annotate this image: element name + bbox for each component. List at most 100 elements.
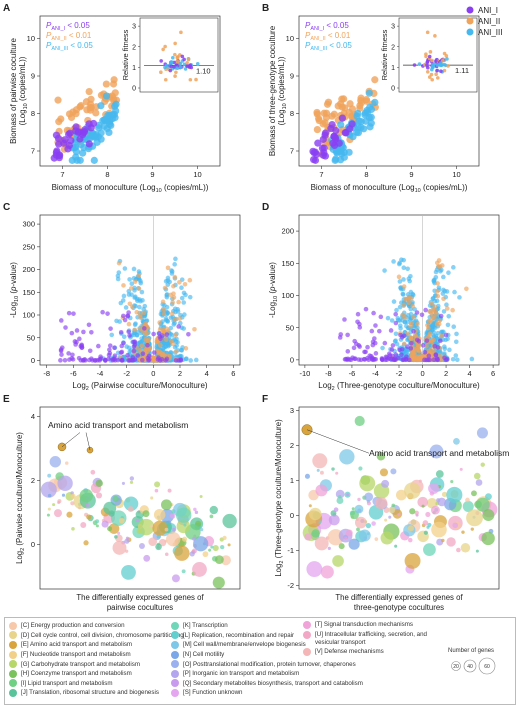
data-point xyxy=(361,111,369,119)
data-point xyxy=(183,292,188,298)
data-point xyxy=(432,277,437,283)
p-value-annotation: PANI_II < 0.01 xyxy=(46,31,92,42)
gene-bubble xyxy=(40,481,57,498)
inset-point xyxy=(188,77,193,82)
data-point xyxy=(445,336,450,342)
data-point xyxy=(403,357,409,362)
gene-bubble xyxy=(175,507,192,523)
data-point xyxy=(397,347,402,353)
panel-label-b: B xyxy=(262,3,269,14)
gene-bubble xyxy=(390,468,397,475)
gene-bubble xyxy=(475,497,490,512)
data-point xyxy=(72,339,78,344)
gene-bubble xyxy=(376,451,386,461)
inset-tick-label: 1 xyxy=(391,65,395,72)
data-point xyxy=(437,318,442,324)
data-point xyxy=(85,87,93,96)
data-point xyxy=(138,280,144,286)
gene-bubble xyxy=(52,503,56,507)
data-point xyxy=(126,345,132,351)
data-point xyxy=(401,341,407,347)
gene-bubble xyxy=(129,480,134,484)
gene-bubble xyxy=(466,509,483,527)
data-point xyxy=(129,281,135,287)
data-point xyxy=(357,344,362,349)
data-point xyxy=(134,309,140,315)
gene-bubble xyxy=(148,537,158,547)
inset-point xyxy=(430,64,435,69)
gene-bubble xyxy=(57,475,73,491)
inset-point xyxy=(178,65,183,70)
gene-bubble xyxy=(199,494,203,498)
cog-legend-item: [H] Coenzyme transport and metabolism xyxy=(9,669,184,679)
data-point xyxy=(80,143,88,152)
x-tick-label: 4 xyxy=(468,369,472,378)
data-point xyxy=(422,349,428,355)
y-tick-label: 8 xyxy=(290,109,294,118)
gene-bubble xyxy=(193,507,197,512)
gene-bubble xyxy=(404,482,421,499)
data-point xyxy=(77,336,82,342)
cog-legend-label: [D] Cell cycle control, cell division, c… xyxy=(21,631,184,639)
gene-bubble xyxy=(339,449,355,465)
y-tick-label: 0 xyxy=(31,540,35,549)
gene-bubble xyxy=(473,472,481,480)
data-point xyxy=(188,358,194,363)
data-point xyxy=(424,338,430,343)
gene-bubble xyxy=(117,531,121,535)
data-point xyxy=(345,148,353,156)
gene-bubble xyxy=(381,479,390,488)
gene-bubble xyxy=(112,495,119,503)
data-point xyxy=(52,148,60,157)
inset-point xyxy=(185,60,189,65)
data-point xyxy=(391,259,396,264)
cog-legend-swatch xyxy=(9,650,17,659)
data-point xyxy=(125,314,131,319)
data-point xyxy=(371,310,376,316)
inset-point xyxy=(195,61,200,66)
gene-bubble xyxy=(423,543,436,557)
annotation-leader xyxy=(61,432,81,448)
inset-point xyxy=(168,68,173,73)
inset-point xyxy=(161,47,165,52)
data-point xyxy=(447,347,452,353)
data-point xyxy=(401,302,407,307)
cog-legend-item: [C] Energy production and conversion xyxy=(9,621,184,631)
gene-bubble xyxy=(66,511,73,518)
gene-bubble xyxy=(70,501,75,506)
cog-legend-swatch xyxy=(171,688,179,697)
cog-legend-label: [Q] Secondary metabolites biosynthesis, … xyxy=(183,679,363,687)
data-point xyxy=(158,336,163,342)
data-point xyxy=(431,357,437,362)
cog-legend-swatch xyxy=(9,640,17,649)
data-point xyxy=(363,97,371,105)
data-point xyxy=(112,345,117,350)
data-point xyxy=(192,326,197,332)
data-point xyxy=(118,300,124,306)
y-tick-label: 150 xyxy=(281,259,294,268)
panel-e: 0 2 4 Log2 (Pairwise coculture/Monoculture)… xyxy=(15,406,241,612)
gene-bubble xyxy=(181,569,186,574)
legend-label-ani_i: ANI_I xyxy=(478,6,498,15)
data-point xyxy=(178,357,184,362)
cog-legend-item: [K] Transcription xyxy=(171,621,363,631)
data-point xyxy=(367,105,376,114)
data-point xyxy=(54,96,62,104)
cog-legend-item: [S] Function unknown xyxy=(171,688,363,698)
data-point xyxy=(79,149,87,157)
gene-bubble xyxy=(407,525,415,532)
data-point xyxy=(97,102,105,110)
data-point xyxy=(438,313,444,319)
cog-legend-item: [G] Carbohydrate transport and metabolis… xyxy=(9,659,184,669)
gene-bubble xyxy=(172,527,176,532)
data-point xyxy=(109,111,117,119)
data-point xyxy=(95,121,103,129)
data-point xyxy=(81,329,86,335)
gene-bubble xyxy=(189,551,195,557)
x-tick-label: 0 xyxy=(420,369,424,378)
data-point xyxy=(426,353,432,359)
data-point xyxy=(446,313,452,319)
cog-legend-item: [M] Cell wall/membrane/envelope biogenes… xyxy=(171,640,363,650)
data-point xyxy=(365,355,370,361)
gene-bubble xyxy=(407,537,413,543)
